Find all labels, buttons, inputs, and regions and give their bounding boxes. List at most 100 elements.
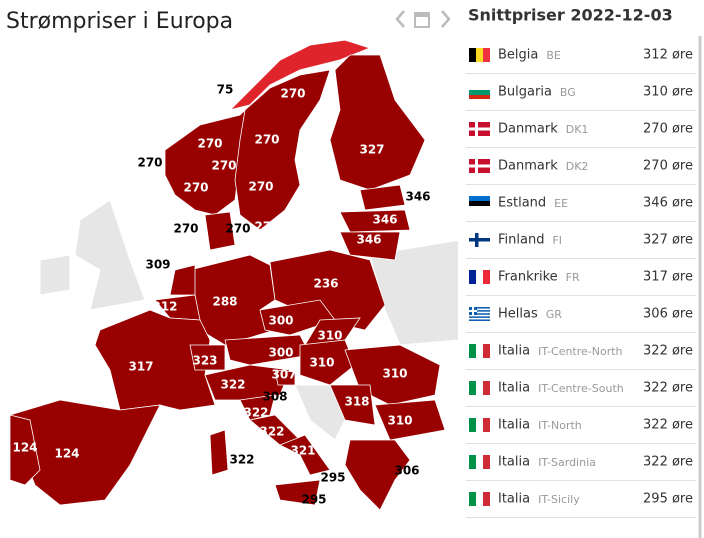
map-label: 346	[405, 190, 430, 204]
region	[339, 209, 411, 233]
flag-part	[483, 418, 490, 432]
flag-part	[476, 492, 483, 506]
country-name: Belgia	[498, 48, 538, 63]
country-code: EE	[554, 197, 568, 210]
map-label: 270	[254, 133, 279, 147]
country-code: IT-Sicily	[538, 493, 580, 506]
flag[interactable]	[469, 492, 490, 506]
prev-button[interactable]	[395, 10, 405, 28]
flag-part	[483, 381, 490, 395]
flag[interactable]	[469, 159, 490, 173]
next-button[interactable]	[441, 10, 451, 28]
country-name: Italia	[498, 492, 530, 507]
map-label: 322	[220, 378, 245, 392]
flag[interactable]	[469, 233, 490, 247]
flag-part	[469, 95, 490, 99]
land	[39, 254, 71, 296]
flag[interactable]	[469, 270, 490, 284]
map-label: 308	[262, 390, 287, 404]
region	[239, 394, 276, 421]
region	[374, 399, 446, 441]
flag-part	[476, 418, 483, 432]
flag-part	[469, 314, 490, 317]
flag-part	[469, 344, 476, 358]
map-label: 346	[356, 233, 381, 247]
flag[interactable]	[469, 48, 490, 62]
region	[94, 309, 216, 411]
country-name: Estland	[498, 196, 546, 211]
map-label: 321	[290, 444, 315, 458]
region	[209, 429, 229, 476]
region	[274, 479, 321, 506]
region	[228, 39, 372, 111]
flag-part	[469, 48, 476, 62]
flag-part	[469, 418, 476, 432]
map-label: 323	[192, 354, 217, 368]
region	[169, 264, 196, 296]
flag-part	[469, 317, 490, 320]
map-label: 270	[197, 137, 222, 151]
flag-part	[469, 127, 490, 131]
flag-part	[476, 48, 483, 62]
map-label: 317	[128, 360, 153, 374]
flag[interactable]	[469, 122, 490, 136]
price: 295 øre	[643, 492, 693, 507]
country-name: Finland	[498, 233, 544, 248]
region	[189, 344, 226, 371]
flag-part	[469, 492, 476, 506]
map-label: 236	[313, 277, 338, 291]
flag-part	[483, 492, 490, 506]
region	[224, 334, 311, 366]
price: 306 øre	[643, 307, 693, 322]
country-code: DK2	[566, 160, 589, 173]
flag-part	[476, 381, 483, 395]
region	[204, 364, 291, 401]
map-label: 309	[145, 258, 170, 272]
flag-part	[469, 206, 490, 210]
rows: Belgia BE 312 øre Bulgaria BG 310 øre Danmark D…	[466, 48, 696, 518]
price: 310 øre	[643, 85, 693, 100]
flag-part	[469, 381, 476, 395]
flag[interactable]	[469, 344, 490, 358]
country-code: BG	[560, 86, 576, 99]
country-name: Danmark	[498, 159, 558, 174]
panel	[458, 0, 704, 538]
flag-part	[483, 344, 490, 358]
flag-part	[469, 308, 490, 311]
map-label: 310	[387, 414, 412, 428]
country-code: FI	[552, 234, 562, 247]
flag[interactable]	[469, 307, 490, 321]
map-label: 124	[12, 441, 37, 455]
price: 270 øre	[643, 122, 693, 137]
country-code: BE	[546, 49, 561, 62]
region	[329, 384, 376, 426]
flag-part	[483, 48, 490, 62]
flag-part	[469, 196, 490, 201]
calendar-button[interactable]	[414, 12, 430, 28]
map-label: 75	[217, 83, 234, 97]
country-name: Italia	[498, 418, 530, 433]
flag-part	[469, 164, 490, 168]
map-label: 270	[254, 220, 279, 234]
price: 317 øre	[643, 270, 693, 285]
land	[294, 384, 346, 441]
map-label: 124	[54, 447, 79, 461]
map-label: 310	[309, 356, 334, 370]
flag[interactable]	[469, 455, 490, 469]
flag[interactable]	[469, 85, 490, 99]
flag[interactable]	[469, 418, 490, 432]
map-label: 318	[344, 395, 369, 409]
country-code: FR	[566, 271, 580, 284]
map-label: 295	[320, 471, 345, 485]
flag-part	[469, 311, 490, 314]
country-name: Italia	[498, 455, 530, 470]
map-label: 312	[152, 300, 177, 314]
flag[interactable]	[469, 381, 490, 395]
flag[interactable]	[469, 196, 490, 210]
map-label: 306	[394, 464, 419, 478]
price: 322 øre	[643, 455, 693, 470]
